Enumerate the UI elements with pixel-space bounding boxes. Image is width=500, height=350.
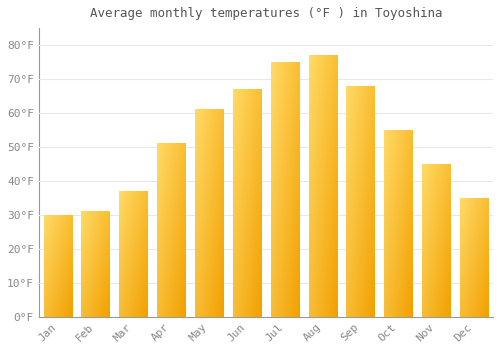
Bar <box>157 144 186 317</box>
Bar <box>44 215 72 317</box>
Bar <box>119 191 148 317</box>
Bar <box>233 89 261 317</box>
Bar <box>82 211 110 317</box>
Bar <box>195 110 224 317</box>
Title: Average monthly temperatures (°F ) in Toyoshina: Average monthly temperatures (°F ) in To… <box>90 7 442 20</box>
Bar <box>384 130 412 317</box>
Bar <box>270 62 299 317</box>
Bar <box>422 164 450 317</box>
Bar <box>308 55 337 317</box>
Bar <box>346 86 375 317</box>
Bar <box>460 198 488 317</box>
